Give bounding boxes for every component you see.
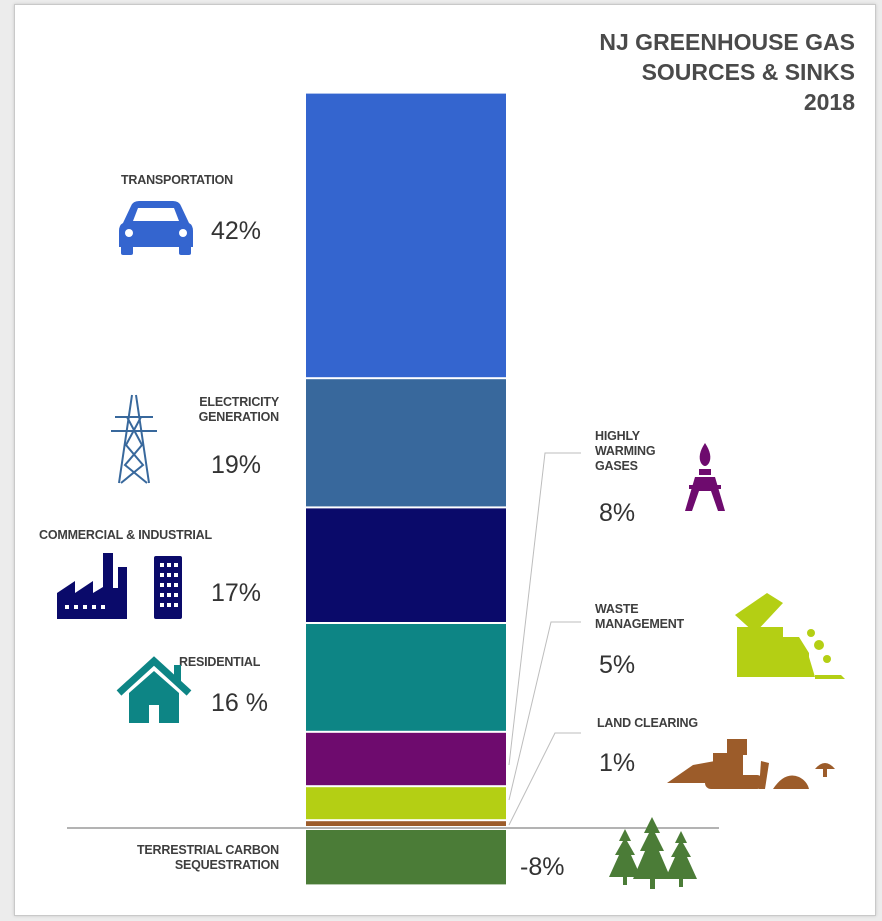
transmission-tower-icon (111, 394, 157, 484)
label-line: GASES (595, 459, 638, 473)
leader-line-waste-management (508, 621, 581, 801)
bar-segment-residential (306, 624, 506, 731)
bar-group (306, 93, 506, 885)
stacked-bar-chart (57, 93, 845, 889)
bar-segment-electricity-generation (306, 379, 506, 507)
bar-segment-land-clearing (306, 821, 506, 826)
bulldozer-icon (667, 739, 835, 789)
leader-line-highly-warming-gases (508, 452, 581, 766)
value-transportation: 42% (211, 217, 262, 245)
value-residential: 16 % (211, 689, 268, 717)
infographic-frame: NJ GREENHOUSE GAS SOURCES & SINKS 2018 T… (14, 4, 876, 916)
car-icon (119, 201, 193, 255)
label-line: RESIDENTIAL (179, 655, 261, 669)
dump-truck-icon (735, 593, 845, 679)
label-line: HIGHLY (595, 429, 640, 443)
value-electricity-generation: 19% (211, 451, 262, 479)
chart-title: NJ GREENHOUSE GAS SOURCES & SINKS 2018 (599, 27, 855, 117)
leader-line-land-clearing (508, 732, 581, 826)
label-terrestrial-carbon-sequestration: TERRESTRIAL CARBON SEQUESTRATION (75, 843, 279, 873)
house-icon (116, 656, 192, 723)
bar-segment-highly-warming-gases (306, 732, 506, 786)
label-highly-warming-gases: HIGHLY WARMING GASES (595, 429, 656, 474)
label-line: TERRESTRIAL CARBON (136, 843, 279, 857)
label-line: TRANSPORTATION (121, 173, 234, 187)
label-commercial-industrial: COMMERCIAL & INDUSTRIAL (39, 528, 212, 543)
label-line: MANAGEMENT (595, 617, 684, 631)
value-highly-warming-gases: 8% (599, 499, 636, 527)
bar-segment-transportation (306, 93, 506, 378)
label-land-clearing: LAND CLEARING (597, 716, 698, 731)
value-land-clearing: 1% (599, 749, 636, 777)
label-line: WASTE (595, 602, 639, 616)
label-line: WARMING (595, 444, 656, 458)
label-electricity-generation: ELECTRICITY GENERATION (153, 395, 280, 425)
label-residential: RESIDENTIAL (179, 655, 260, 670)
factory-building-icon (57, 553, 182, 619)
label-line: LAND CLEARING (597, 716, 698, 730)
bar-segment-terrestrial-carbon-sequestration (306, 830, 506, 885)
label-line: SEQUESTRATION (174, 858, 279, 872)
label-waste-management: WASTE MANAGEMENT (595, 602, 684, 632)
value-waste-management: 5% (599, 651, 636, 679)
chart-title-line: 2018 (803, 89, 855, 115)
value-terrestrial-carbon-sequestration: -8% (520, 853, 565, 881)
value-commercial-industrial: 17% (211, 579, 262, 607)
bar-segment-waste-management (306, 787, 506, 820)
gas-tower-icon (685, 443, 725, 511)
leader-lines (508, 452, 581, 826)
label-line: ELECTRICITY (199, 395, 279, 409)
bar-segment-commercial-industrial (306, 508, 506, 622)
label-line: COMMERCIAL & INDUSTRIAL (39, 528, 212, 542)
label-transportation: TRANSPORTATION (121, 173, 233, 188)
label-line: GENERATION (198, 410, 280, 424)
chart-title-line: SOURCES & SINKS (641, 59, 855, 85)
trees-icon (609, 817, 697, 889)
chart-title-line: NJ GREENHOUSE GAS (599, 29, 855, 55)
